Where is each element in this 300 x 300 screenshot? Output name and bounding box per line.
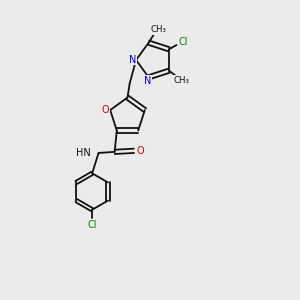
Text: N: N: [129, 55, 137, 65]
Text: O: O: [136, 146, 144, 156]
Text: HN: HN: [76, 148, 91, 158]
Text: N: N: [144, 76, 151, 85]
Text: CH₃: CH₃: [174, 76, 190, 85]
Text: Cl: Cl: [178, 37, 188, 47]
Text: Cl: Cl: [87, 220, 97, 230]
Text: CH₃: CH₃: [150, 25, 166, 34]
Text: O: O: [102, 105, 109, 115]
